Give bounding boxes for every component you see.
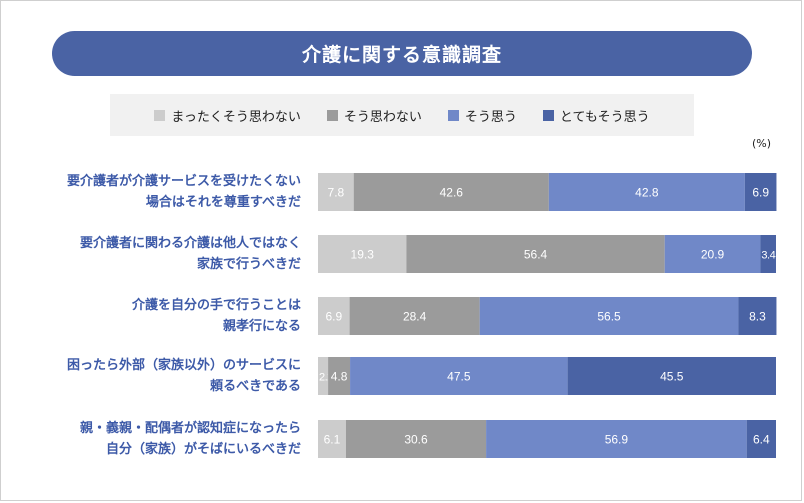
legend-swatch: [326, 109, 338, 121]
data-label: 47.5: [447, 370, 471, 384]
bar-segment-row1-series2: [353, 173, 549, 211]
unit-label: (%): [752, 137, 772, 150]
data-label: 56.5: [597, 310, 621, 324]
bar-segment-row5-series2: [345, 420, 487, 458]
bar-segment-row1-series1: [318, 173, 354, 211]
data-label: 19.3: [351, 248, 375, 262]
data-label: 42.8: [635, 186, 659, 200]
legend: まったくそう思わない そう思わない そう思う とてもそう思う: [110, 94, 694, 136]
data-label: 7.8: [328, 186, 345, 200]
data-label: 45.5: [660, 370, 684, 384]
category-label-3: 介護を自分の手で行うことは 親孝行になる: [8, 295, 301, 337]
category-label-line: 要介護者に関わる介護は他人ではなく: [79, 236, 301, 251]
category-label-2: 要介護者に関わる介護は他人ではなく 家族で行うべきだ: [8, 233, 301, 275]
category-label-4: 困ったら外部（家族以外）のサービスに 頼るべきである: [8, 355, 301, 397]
bar-segment-row4-series3: [350, 357, 568, 395]
category-label-line: 家族で行うべきだ: [196, 257, 301, 272]
category-label-line: 場合はそれを尊重すべきだ: [145, 195, 301, 210]
legend-swatch: [154, 109, 166, 121]
category-label-line: 困ったら外部（家族以外）のサービスに: [66, 358, 301, 373]
bar-segment-row5-series4: [746, 420, 776, 458]
category-label-1: 要介護者が介護サービスを受けたくない 場合はそれを尊重すべきだ: [8, 171, 301, 213]
data-label: 6.1: [324, 433, 341, 447]
data-label: 20.9: [701, 248, 725, 262]
legend-label: まったくそう思わない: [171, 109, 301, 125]
data-label: 6.9: [752, 186, 769, 200]
bar-segment-row4-series1: [318, 357, 329, 395]
chart-title: 介護に関する意識調査: [52, 31, 752, 76]
data-label: 6.9: [325, 310, 342, 324]
bar-segment-row2-series4: [760, 235, 776, 273]
bar-segment-row3-series1: [318, 297, 350, 335]
legend-item-disagree: そう思わない: [326, 106, 422, 125]
legend-swatch: [447, 109, 459, 121]
data-label: 42.6: [440, 186, 464, 200]
bar-segment-row5-series3: [486, 420, 747, 458]
legend-label: そう思わない: [343, 109, 422, 125]
bar-segment-row1-series3: [548, 173, 745, 211]
legend-swatch: [542, 109, 554, 121]
bar-segment-row3-series2: [349, 297, 480, 335]
bar-segment-row2-series2: [406, 235, 665, 273]
category-label-line: 介護を自分の手で行うことは: [131, 298, 301, 313]
category-label-line: 要介護者が介護サービスを受けたくない: [66, 174, 301, 189]
bar-segment-row4-series2: [328, 357, 351, 395]
legend-label: とてもそう思う: [559, 109, 650, 125]
data-label: 56.9: [605, 433, 629, 447]
bar-segment-row3-series3: [479, 297, 739, 335]
bar-segment-row5-series1: [318, 420, 346, 458]
bar-segment-row2-series3: [664, 235, 761, 273]
bar-segment-row2-series1: [318, 235, 407, 273]
bar-segment-row3-series4: [738, 297, 777, 335]
category-label-line: 親孝行になる: [222, 319, 301, 334]
legend-label: そう思う: [464, 109, 517, 125]
category-label-line: 親・義親・配偶者が認知症になったら: [79, 421, 301, 436]
bar-segment-row4-series4: [567, 357, 776, 395]
legend-item-strongly-agree: とてもそう思う: [542, 106, 650, 125]
bar-segment-row1-series4: [744, 173, 777, 211]
category-label-line: 自分（家族）がそばにいるべきだ: [105, 442, 301, 457]
legend-item-agree: そう思う: [447, 106, 517, 125]
data-label: 28.4: [403, 310, 427, 324]
data-label: 4.8: [331, 370, 348, 384]
data-label: 8.3: [749, 310, 766, 324]
category-label-5: 親・義親・配偶者が認知症になったら 自分（家族）がそばにいるべきだ: [8, 418, 301, 460]
legend-item-strongly-disagree: まったくそう思わない: [154, 106, 301, 125]
data-label: 56.4: [524, 248, 548, 262]
data-label: 6.4: [753, 433, 770, 447]
category-label-line: 頼るべきである: [210, 379, 301, 394]
data-label: 30.6: [404, 433, 428, 447]
data-label: 3.4: [761, 250, 775, 262]
